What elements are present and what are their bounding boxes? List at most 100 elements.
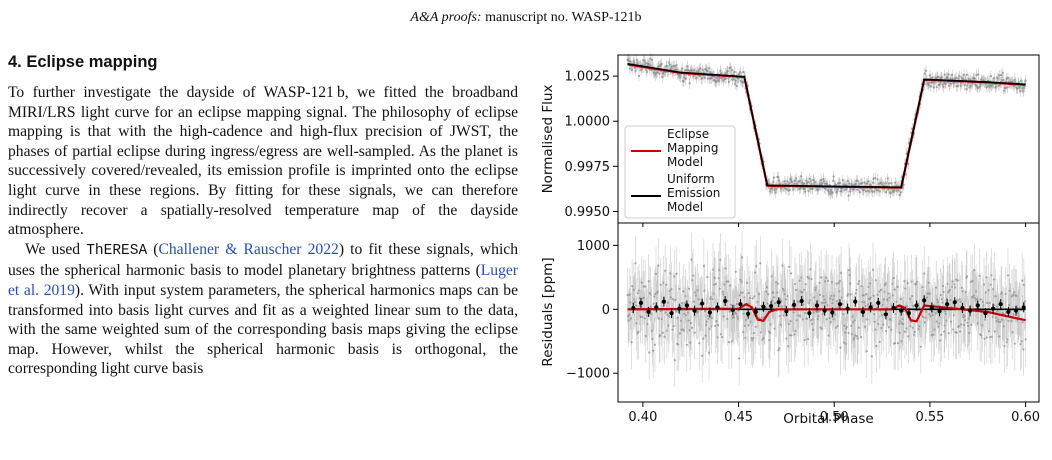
top-panel-axes: 0.9950 0.9975 1.0000 1.0025 [565,70,1027,227]
residual-point [691,274,695,277]
residual-point [858,279,861,283]
flux-point [1004,87,1007,90]
citation-link[interactable]: Challener & Rauscher 2022 [158,240,339,258]
residual-point [923,272,926,275]
residual-point [754,271,757,274]
flux-point [644,61,647,65]
residual-point [789,272,793,275]
residual-point [899,297,902,301]
flux-point [688,82,691,85]
residual-point [939,293,942,297]
flux-point [1019,89,1022,93]
top-y-tick-label: 1.0000 [565,115,611,130]
residual-point [964,319,967,322]
flux-point [718,76,721,79]
flux-point [637,74,641,78]
residual-point [775,280,778,284]
citation-link[interactable]: Luger et al. 2019 [8,262,518,299]
binned-point [700,301,705,306]
residual-point [727,280,730,283]
residual-point [820,276,823,279]
binned-point [937,309,942,314]
flux-point [968,86,971,89]
residual-point [793,333,796,336]
residual-point [759,262,762,265]
paragraph-1: To further investigate the dayside of WA… [8,84,518,239]
flux-point [1002,79,1005,82]
flux-point [847,194,850,197]
residual-point [718,287,721,290]
flux-point [969,78,972,81]
flux-point [899,191,902,194]
flux-point [788,188,791,192]
binned-point [631,305,636,311]
flux-point [874,176,877,180]
residual-point [709,296,712,299]
residual-point [847,331,850,335]
residual-point [953,286,957,289]
residual-point [664,311,667,314]
flux-point [872,177,875,181]
flux-point [943,73,946,76]
top-y-tick-label: 1.0025 [565,70,611,85]
residual-point [693,300,696,303]
top-panel-data [626,53,1027,202]
binned-point [837,302,843,307]
binned-point [684,303,689,308]
paragraph-2: We used ThERESA (Challener & Rauscher 20… [8,240,518,379]
residual-point [804,283,807,286]
binned-point [983,311,988,316]
flux-point [834,183,838,186]
residual-point [661,331,664,335]
residual-point [990,274,993,277]
residual-point [707,317,710,320]
residual-point [738,357,741,360]
flux-point [809,187,812,190]
residual-point [999,320,1002,324]
flux-point [955,76,958,79]
residual-point [842,313,845,316]
residual-point [1013,342,1016,345]
residual-point [643,317,646,320]
binned-point [768,304,774,309]
flux-point [831,191,834,194]
top-y-axis-label: Normalised Flux [540,85,556,194]
flux-point [947,73,950,76]
residual-point [838,280,842,283]
binned-point [791,302,797,307]
bottom-y-tick-label: 0 [602,303,610,318]
flux-point [772,176,776,179]
binned-point [646,309,651,314]
flux-point [928,74,932,77]
flux-point [977,73,980,76]
residual-point [1006,274,1010,277]
residual-point [874,328,877,331]
residual-point [874,279,877,282]
residual-point [951,280,954,283]
running-head: A&A proofs: manuscript no. WASP-121b [0,10,1052,26]
binned-point [1013,308,1019,313]
residual-point [903,330,906,333]
residual-point [705,320,708,323]
residual-point [678,332,682,335]
residual-point [956,279,959,282]
residual-point [959,330,962,333]
residual-point [636,292,639,295]
binned-point [1006,309,1011,314]
residual-point [682,290,685,293]
residual-point [879,288,883,292]
residual-point [727,341,731,344]
residual-point [746,281,749,284]
flux-point [836,188,839,191]
flux-point [804,190,807,193]
flux-point [976,86,979,90]
flux-point [889,191,892,195]
legend-entry-eclipse: Eclipse Mapping Model [667,127,719,169]
residual-point [857,326,860,329]
flux-point [938,83,941,86]
residual-point [993,330,996,333]
code-name: ThERESA [86,242,148,259]
residual-point [719,258,722,261]
residual-point [942,290,945,294]
bottom-y-tick-label: 1000 [577,239,610,254]
